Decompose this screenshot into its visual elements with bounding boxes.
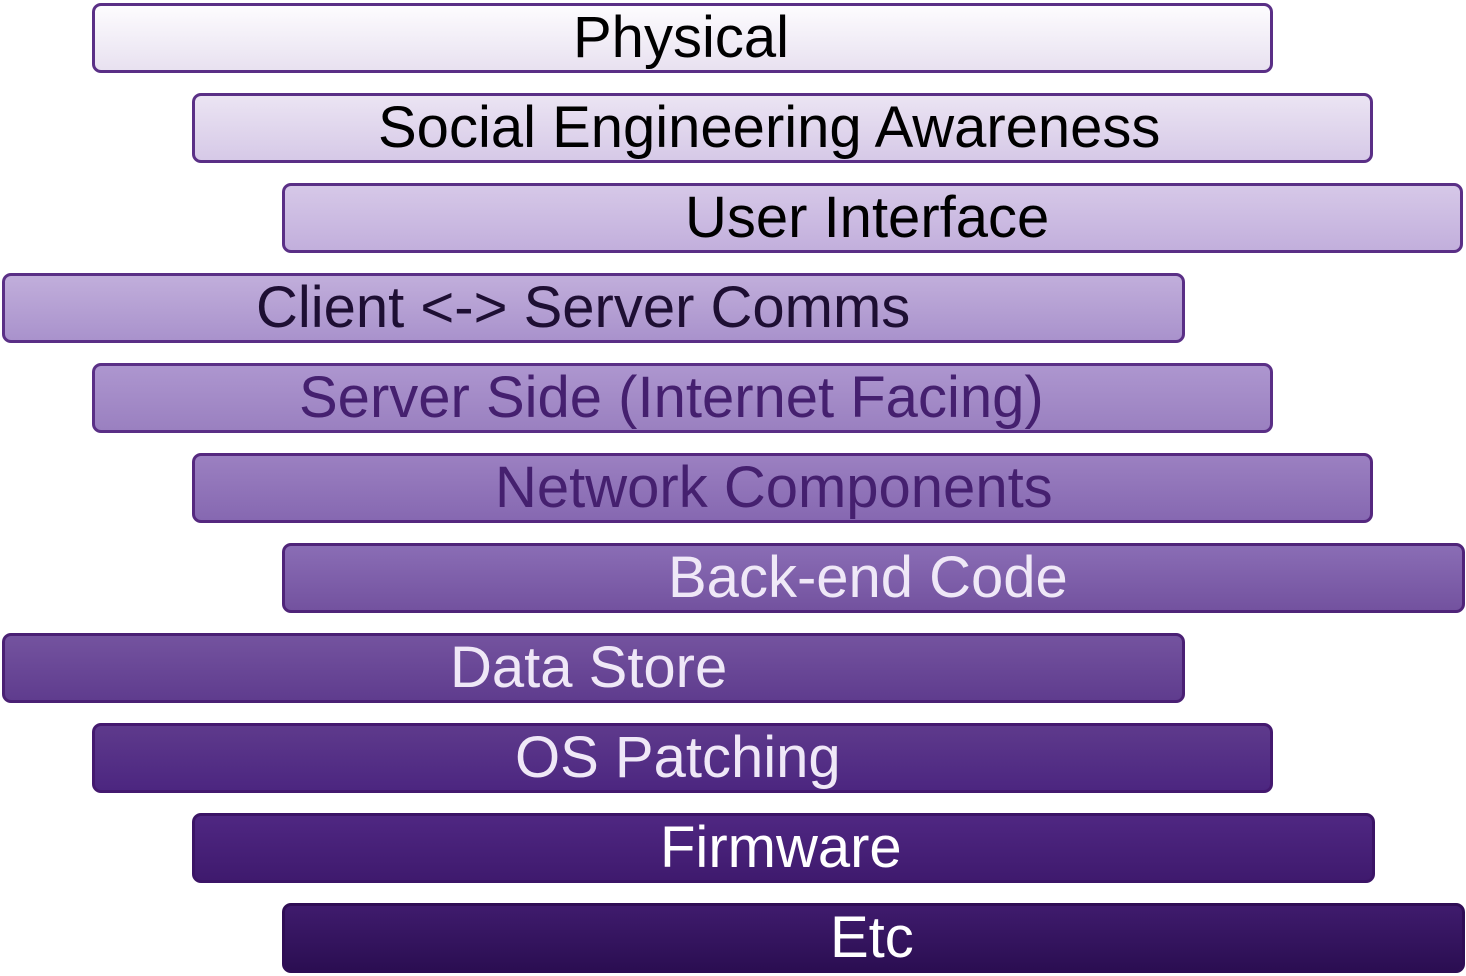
layer-label: Data Store: [450, 635, 728, 700]
layer-label: Network Components: [495, 455, 1053, 520]
layer-label: Back-end Code: [668, 545, 1068, 610]
layer-physical: Physical: [92, 3, 1273, 73]
layer-label: Etc: [830, 905, 914, 970]
layer-data-store: Data Store: [2, 633, 1185, 703]
layer-label: Physical: [573, 5, 789, 70]
layer-client-server-comms: Client <-> Server Comms: [2, 273, 1185, 343]
layer-label: Client <-> Server Comms: [256, 275, 911, 340]
layer-label: Server Side (Internet Facing): [299, 365, 1044, 430]
layer-label: Firmware: [660, 815, 902, 880]
layer-social-engineering-awareness: Social Engineering Awareness: [192, 93, 1373, 163]
layer-label: Social Engineering Awareness: [378, 95, 1161, 160]
layer-back-end-code: Back-end Code: [282, 543, 1465, 613]
layer-label: OS Patching: [515, 725, 841, 790]
layer-etc: Etc: [282, 903, 1465, 973]
layer-server-side: Server Side (Internet Facing): [92, 363, 1273, 433]
layer-os-patching: OS Patching: [92, 723, 1273, 793]
layer-network-components: Network Components: [192, 453, 1373, 523]
layer-user-interface: User Interface: [282, 183, 1463, 253]
layer-label: User Interface: [685, 185, 1050, 250]
layer-firmware: Firmware: [192, 813, 1375, 883]
